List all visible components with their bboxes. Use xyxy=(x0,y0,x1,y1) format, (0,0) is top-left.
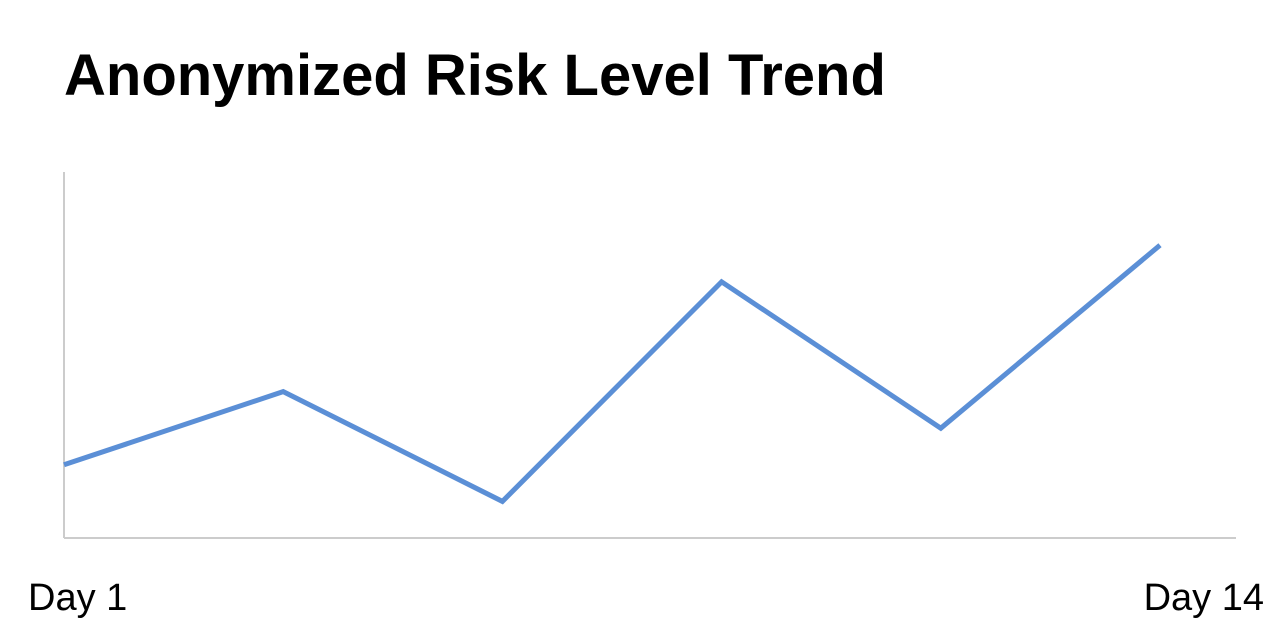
plot-area xyxy=(63,172,1236,539)
x-tick-label-day-1: Day 1 xyxy=(28,577,127,619)
chart-title: Anonymized Risk Level Trend xyxy=(64,43,886,108)
series-group xyxy=(63,243,1162,505)
x-tick-label-day-14: Day 14 xyxy=(1144,577,1264,619)
series-line xyxy=(63,243,1162,505)
